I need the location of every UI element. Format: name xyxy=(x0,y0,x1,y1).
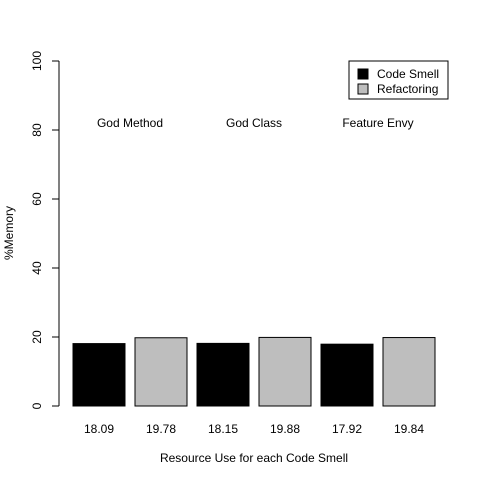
group-label: God Class xyxy=(226,116,282,130)
bar-code-smell xyxy=(320,343,374,407)
y-axis: 0 20 40 60 80 100 xyxy=(30,51,60,409)
y-tick-label: 0 xyxy=(30,402,44,409)
y-tick-label: 40 xyxy=(30,261,44,275)
legend-label: Code Smell xyxy=(377,67,439,81)
bars xyxy=(72,336,436,407)
y-tick-label: 20 xyxy=(30,330,44,344)
bar-code-smell xyxy=(72,343,126,407)
x-axis-label: Resource Use for each Code Smell xyxy=(160,451,348,465)
legend-label: Refactoring xyxy=(377,82,438,96)
bar-value-label: 19.78 xyxy=(146,422,176,436)
bar-code-smell xyxy=(196,342,250,407)
bar-refactoring xyxy=(134,337,188,407)
bar-value-label: 19.84 xyxy=(394,422,424,436)
bar-refactoring xyxy=(258,336,312,407)
bar-value-label: 18.15 xyxy=(208,422,238,436)
y-tick-label: 80 xyxy=(30,123,44,137)
legend-swatch xyxy=(357,68,369,80)
group-label: Feature Envy xyxy=(342,116,413,130)
bar-value-label: 18.09 xyxy=(84,422,114,436)
bar-value-label: 19.88 xyxy=(270,422,300,436)
bar-value-labels: 18.09 19.78 18.15 19.88 17.92 19.84 xyxy=(84,422,424,436)
legend-swatch xyxy=(357,83,369,95)
group-label: God Method xyxy=(97,116,163,130)
bar-refactoring xyxy=(382,337,436,407)
y-tick-label: 100 xyxy=(30,51,44,71)
y-tick-label: 60 xyxy=(30,192,44,206)
group-labels: God Method God Class Feature Envy xyxy=(97,116,414,130)
bar-value-label: 17.92 xyxy=(332,422,362,436)
y-axis-label: %Memory xyxy=(2,206,16,260)
